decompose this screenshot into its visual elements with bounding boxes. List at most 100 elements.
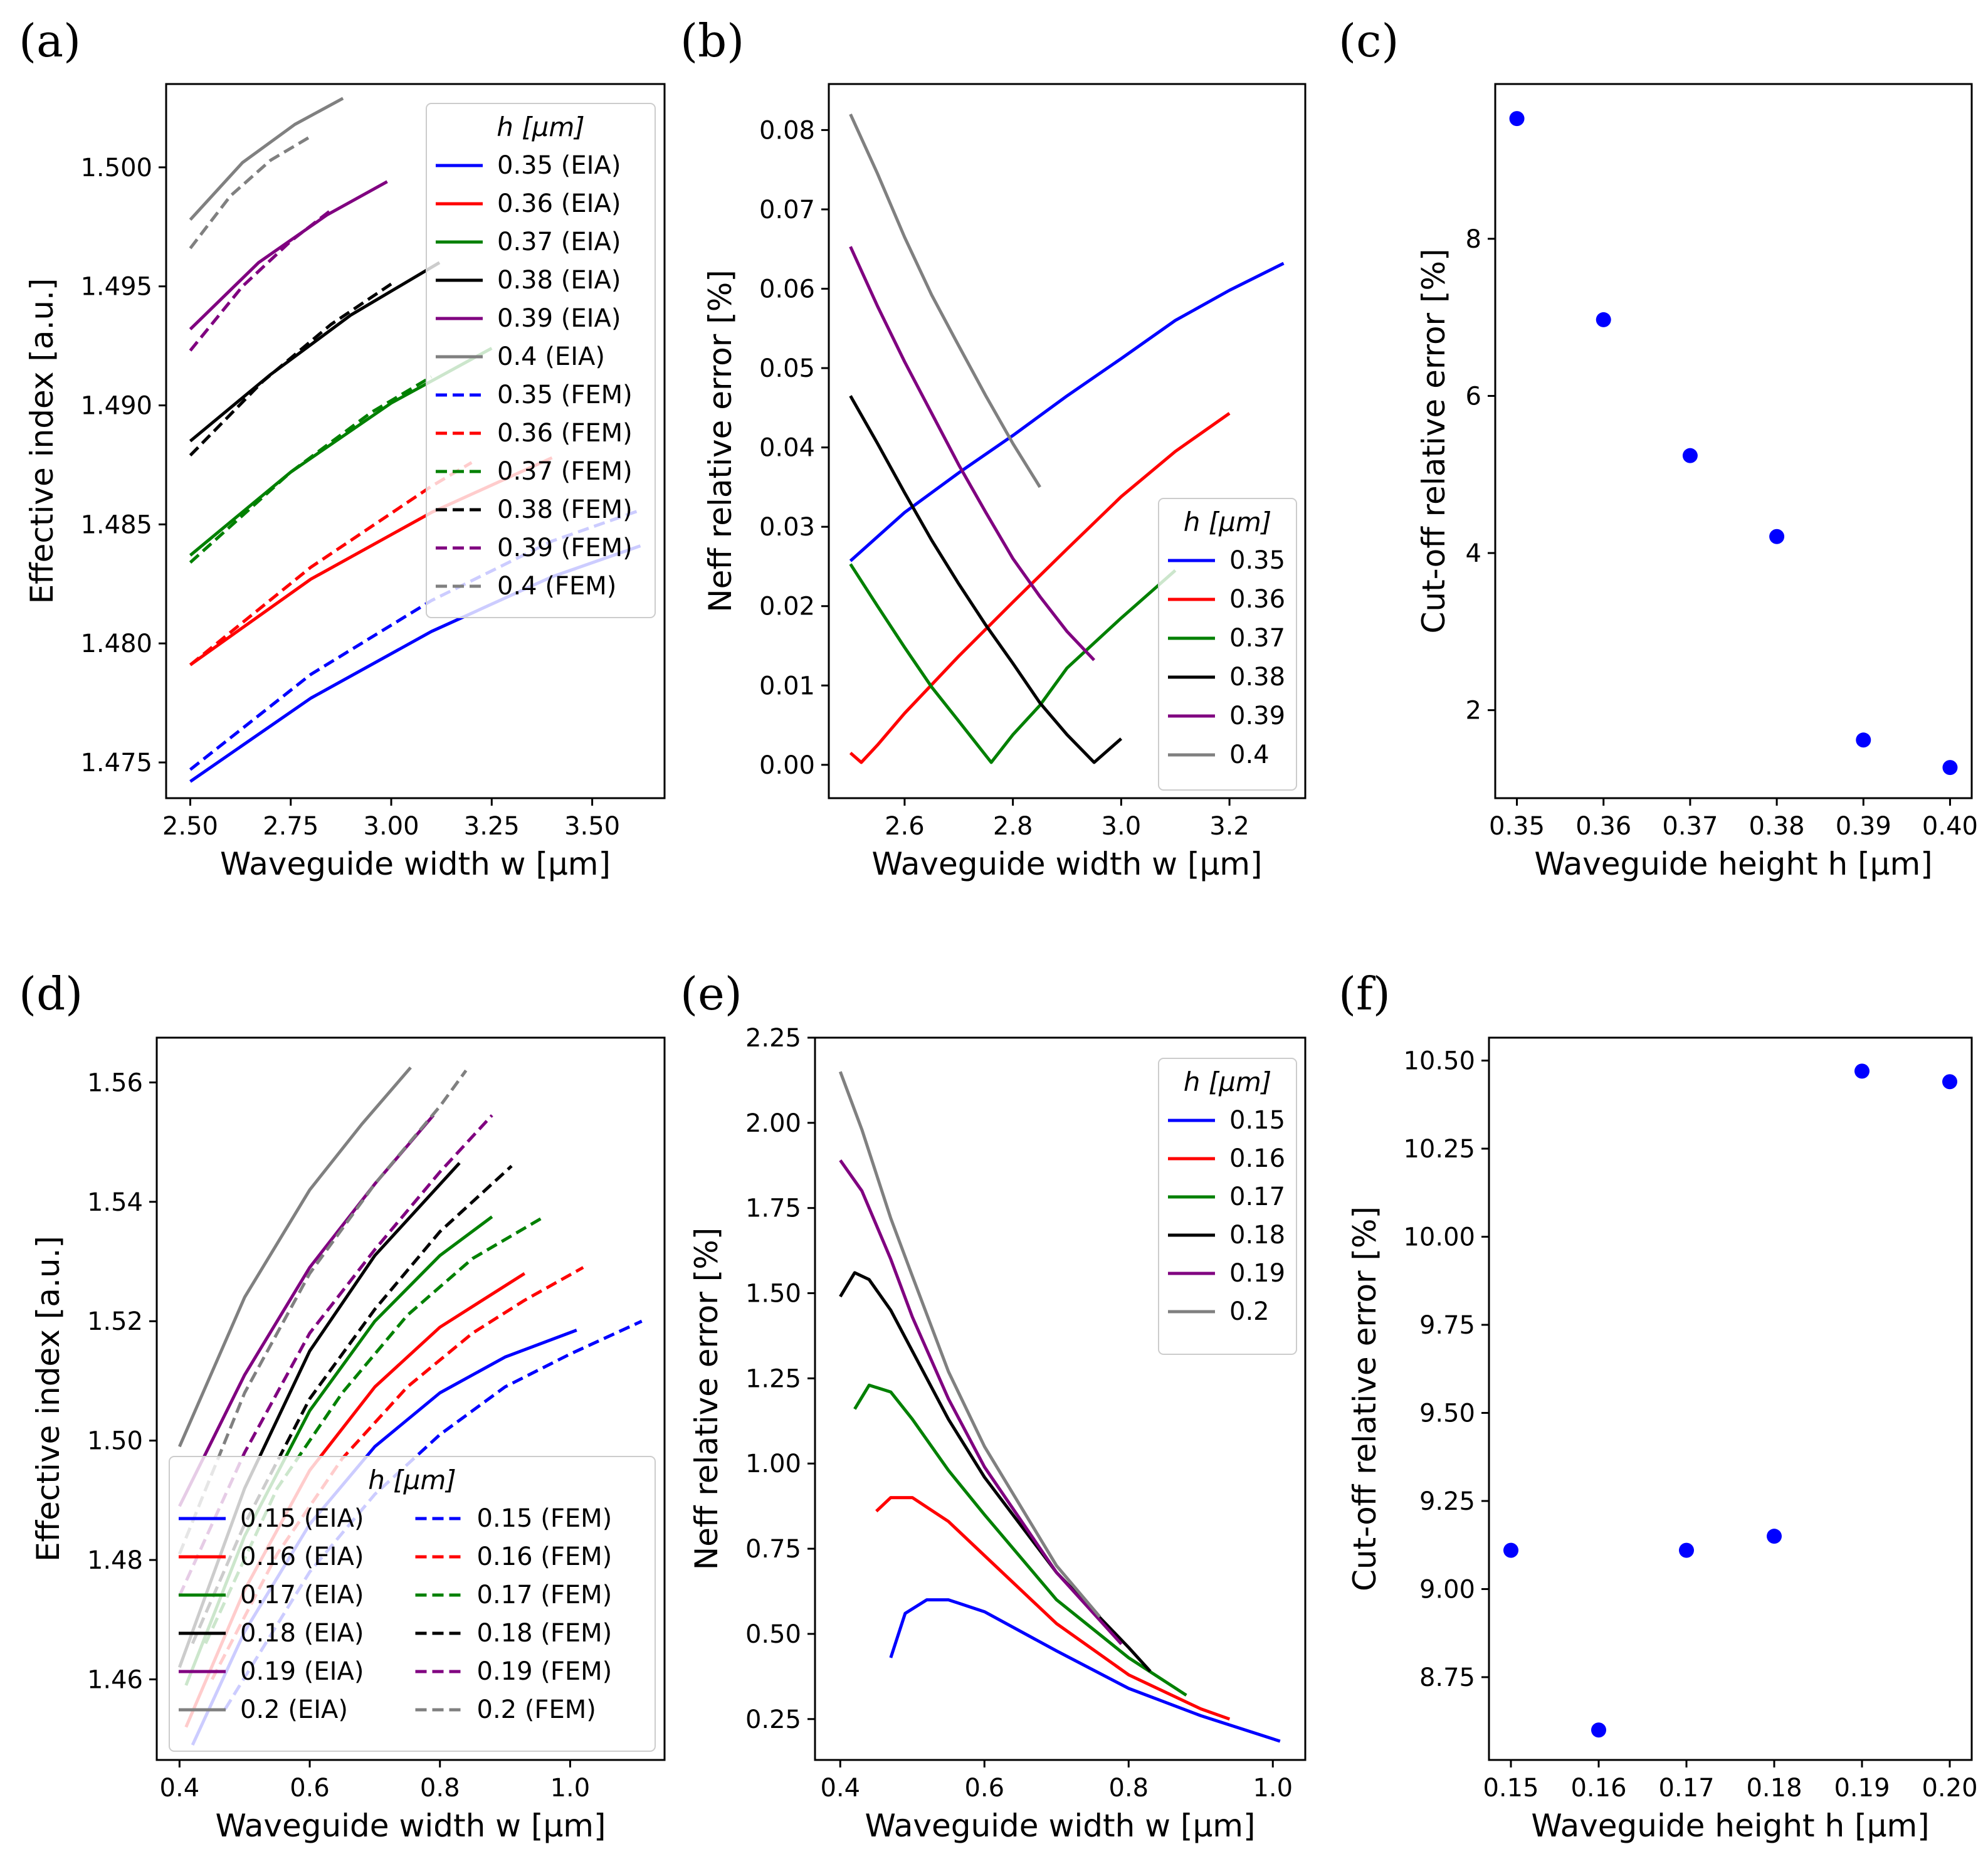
panel-a: (a) 2.50 2.75 3.00 3.25 3.50 1.475 1.480 1.485 1.… <box>19 14 666 882</box>
legend-entry: 0.15 (FEM) <box>477 1504 613 1533</box>
x-tick-label: 0.8 <box>420 1774 460 1803</box>
legend-entry: 0.39 (FEM) <box>497 534 633 562</box>
x-tick-label: 3.2 <box>1209 812 1249 841</box>
y-tick-label: 2.25 <box>745 1024 801 1053</box>
y-tick-label: 6 <box>1466 382 1481 411</box>
x-tick-label: 0.17 <box>1658 1774 1714 1803</box>
x-tick-label: 2.8 <box>993 812 1033 841</box>
data-point <box>1942 1074 1957 1090</box>
y-tick-label: 1.495 <box>80 273 152 302</box>
series-line-0.19-FEM <box>178 1114 493 1597</box>
x-axis-title: Waveguide width w [μm] <box>872 846 1263 882</box>
legend-entry: 0.38 (FEM) <box>497 495 633 524</box>
y-tick-label: 9.25 <box>1419 1487 1475 1516</box>
series-line-0.38 <box>849 395 1123 764</box>
y-tick-label: 9.50 <box>1419 1399 1475 1428</box>
data-point <box>1503 1542 1518 1558</box>
panel-d: (d) 0.4 0.6 0.8 1.0 1.46 1.48 1.50 1.52 1.54 1.56 W… <box>19 967 666 1844</box>
y-tick-label: 9.75 <box>1419 1311 1475 1340</box>
y-tick-label: 1.490 <box>80 392 152 421</box>
data-point <box>1596 312 1611 327</box>
data-point <box>1769 529 1785 544</box>
series-line-0.15 <box>889 1598 1281 1743</box>
y-tick-label: 1.46 <box>87 1665 143 1694</box>
legend-box <box>426 103 656 618</box>
panel-c: (c) 0.35 0.36 0.37 0.38 0.39 0.40 2 4 6 8 Waveguide… <box>1338 14 1978 882</box>
legend: h [μm] 0.35 (EIA) 0.36 (EIA) 0.37 (EIA) 0.38… <box>426 103 656 618</box>
legend-title: h [μm] <box>368 1465 456 1495</box>
y-tick-label: 1.50 <box>87 1427 143 1456</box>
y-tick-label: 0.03 <box>759 513 815 542</box>
x-axis-title: Waveguide height h [μm] <box>1534 846 1932 882</box>
axes-frame <box>165 83 666 799</box>
y-tick-label: 0.02 <box>759 593 815 621</box>
legend-entry: 0.18 (FEM) <box>477 1619 613 1648</box>
legend-entry: 0.38 <box>1229 663 1285 692</box>
data-point <box>1591 1722 1606 1738</box>
axes-frame <box>155 1036 666 1761</box>
series-line-0.37-FEM <box>189 375 433 564</box>
x-tick-label: 0.20 <box>1922 1774 1977 1803</box>
legend-entry: 0.37 (EIA) <box>497 228 621 256</box>
y-tick-label: 0.07 <box>759 196 815 224</box>
panel-b: (b) 2.6 2.8 3.0 3.2 0.00 0.01 0.02 0.03 0.04 0.05 0… <box>680 14 1307 882</box>
x-axis-title: Waveguide width w [μm] <box>865 1808 1256 1844</box>
y-tick-label: 1.475 <box>80 749 152 777</box>
data-point <box>1679 1542 1694 1558</box>
y-tick-label: 2 <box>1466 697 1481 725</box>
panel-e: (e) 0.4 0.6 0.8 1.0 0.25 0.50 0.75 1.00 1.25 1.50 1… <box>680 967 1307 1844</box>
legend-entry: 0.35 (EIA) <box>497 151 621 180</box>
legend-entry: 0.17 (FEM) <box>477 1581 613 1609</box>
series-line-0.38-FEM <box>189 282 392 457</box>
y-tick-label: 1.56 <box>87 1068 143 1097</box>
data-point <box>1682 448 1698 463</box>
y-tick-label: 10.50 <box>1403 1047 1475 1076</box>
data-point <box>1942 760 1958 776</box>
legend-entry: 0.19 (FEM) <box>477 1657 613 1686</box>
y-tick-label: 9.00 <box>1419 1575 1475 1604</box>
y-axis-title: Effective index [a.u.] <box>24 278 60 604</box>
x-tick-label: 3.50 <box>564 812 620 841</box>
y-tick-label: 10.00 <box>1403 1223 1475 1252</box>
x-tick-label: 1.0 <box>550 1774 591 1803</box>
legend-entry: 0.37 <box>1229 624 1285 653</box>
y-tick-label: 1.48 <box>87 1546 143 1575</box>
series-line-0.39 <box>849 246 1096 661</box>
legend-entry: 0.36 (EIA) <box>497 189 621 218</box>
x-tick-label: 3.25 <box>464 812 520 841</box>
x-tick-label: 2.75 <box>263 812 318 841</box>
legend-title: h [μm] <box>1184 507 1271 537</box>
y-axis-title: Neff relative error [%] <box>688 1228 725 1570</box>
x-axis-title: Waveguide width w [μm] <box>216 1808 606 1844</box>
y-tick-label: 1.485 <box>80 510 152 539</box>
y-tick-label: 1.500 <box>80 154 152 182</box>
axes-frame <box>828 83 1307 799</box>
y-tick-label: 0.25 <box>745 1705 801 1734</box>
plot-area <box>849 113 1285 764</box>
series-line-0.36 <box>849 412 1231 764</box>
series-line-0.2 <box>838 1071 1102 1618</box>
panel-label: (a) <box>19 14 81 67</box>
y-tick-label: 0.04 <box>759 434 815 463</box>
legend-entry: 0.19 <box>1229 1259 1285 1288</box>
legend-entry: 0.4 <box>1229 740 1270 769</box>
x-axis-title: Waveguide height h [μm] <box>1531 1808 1929 1844</box>
x-tick-label: 0.39 <box>1836 812 1891 841</box>
legend-entry: 0.16 (EIA) <box>240 1542 364 1571</box>
x-tick-label: 0.8 <box>1108 1774 1149 1803</box>
data-point <box>1767 1529 1782 1544</box>
y-tick-label: 1.480 <box>80 629 152 658</box>
x-tick-label: 2.6 <box>885 812 925 841</box>
y-tick-label: 0.00 <box>759 751 815 780</box>
plot-area <box>838 1071 1281 1743</box>
series-line-0.2-FEM <box>177 1069 468 1555</box>
x-tick-label: 0.6 <box>290 1774 330 1803</box>
series-line-0.39-EIA <box>189 180 388 330</box>
series-line-0.2-EIA <box>178 1066 412 1448</box>
y-axis-title: Effective index [a.u.] <box>30 1236 66 1562</box>
legend-entry: 0.2 (EIA) <box>240 1695 348 1724</box>
y-tick-label: 1.52 <box>87 1307 143 1336</box>
y-tick-label: 4 <box>1466 539 1481 568</box>
y-tick-label: 10.25 <box>1403 1135 1475 1164</box>
plot-area <box>1503 1063 1957 1738</box>
